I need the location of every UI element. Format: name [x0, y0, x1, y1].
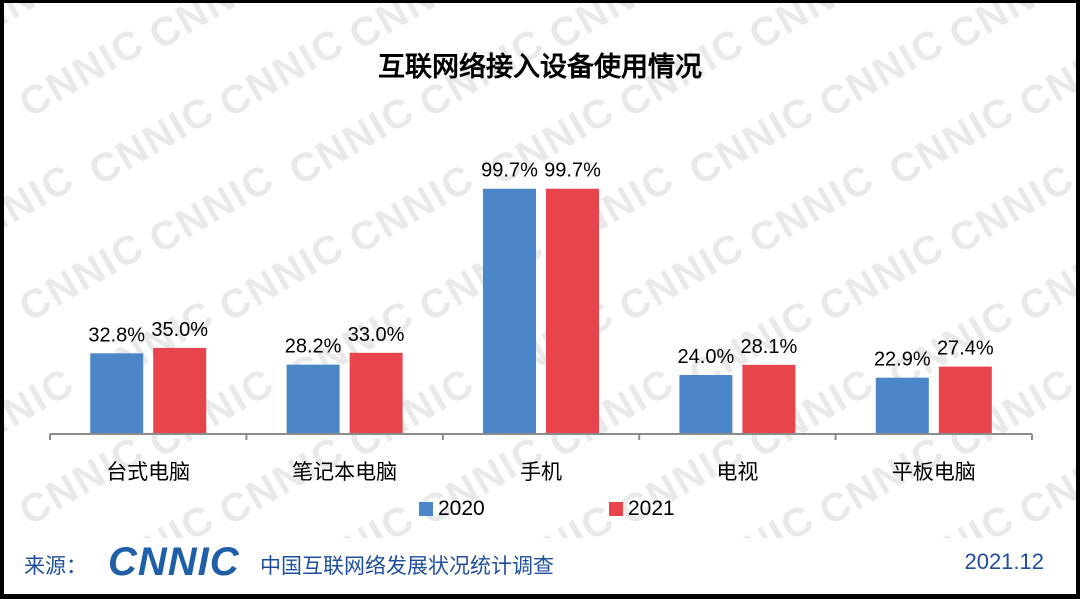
data-label: 99.7%	[544, 160, 601, 182]
legend-swatch-2020	[419, 502, 433, 516]
category-label: 手机	[520, 460, 562, 484]
bar-2020	[483, 188, 536, 434]
bar-2021	[742, 364, 796, 434]
legend-label: 2020	[438, 497, 485, 520]
data-label: 27.4%	[937, 338, 994, 360]
bar-2021	[349, 352, 403, 434]
legend-swatch-2021	[609, 502, 623, 516]
bar-2020	[679, 374, 733, 434]
bar-chart: 32.8% 35.0% 台式电脑 28.2% 33.0% 笔记本电脑 99.7% 99.7% 手…	[49, 160, 1033, 520]
bar-2021	[938, 366, 992, 434]
category-label: 平板电脑	[892, 460, 976, 484]
bar-2020	[286, 364, 340, 434]
data-label: 35.0%	[151, 319, 208, 341]
source-label: 来源：	[24, 554, 87, 578]
bar-2021	[546, 188, 599, 434]
data-label: 28.2%	[285, 336, 342, 358]
report-date: 2021.12	[964, 549, 1044, 574]
data-label: 22.9%	[874, 349, 931, 371]
bar-2020	[875, 377, 929, 434]
cnnic-logo: CNNIC	[108, 540, 240, 584]
category-label: 电视	[716, 460, 758, 484]
category-label: 笔记本电脑	[292, 460, 397, 484]
category-label: 台式电脑	[106, 460, 190, 484]
footer: 来源： CNNIC 中国互联网络发展状况统计调查 2021.12	[4, 540, 1076, 594]
chart-frame: CNNIC CNNIC CNNIC CNNIC CNNIC CNNIC CNNIC CNNIC…	[4, 3, 1076, 594]
organization-name: 中国互联网络发展状况统计调查	[260, 554, 554, 578]
bar-2021	[153, 347, 207, 434]
data-label: 24.0%	[678, 346, 735, 368]
data-label: 32.8%	[88, 324, 145, 346]
bar-2020	[90, 353, 144, 434]
data-label: 33.0%	[348, 324, 405, 346]
legend-label: 2021	[628, 497, 675, 520]
data-label: 99.7%	[481, 160, 538, 182]
chart-title: 互联网络接入设备使用情况	[378, 52, 702, 83]
data-label: 28.1%	[741, 336, 798, 358]
